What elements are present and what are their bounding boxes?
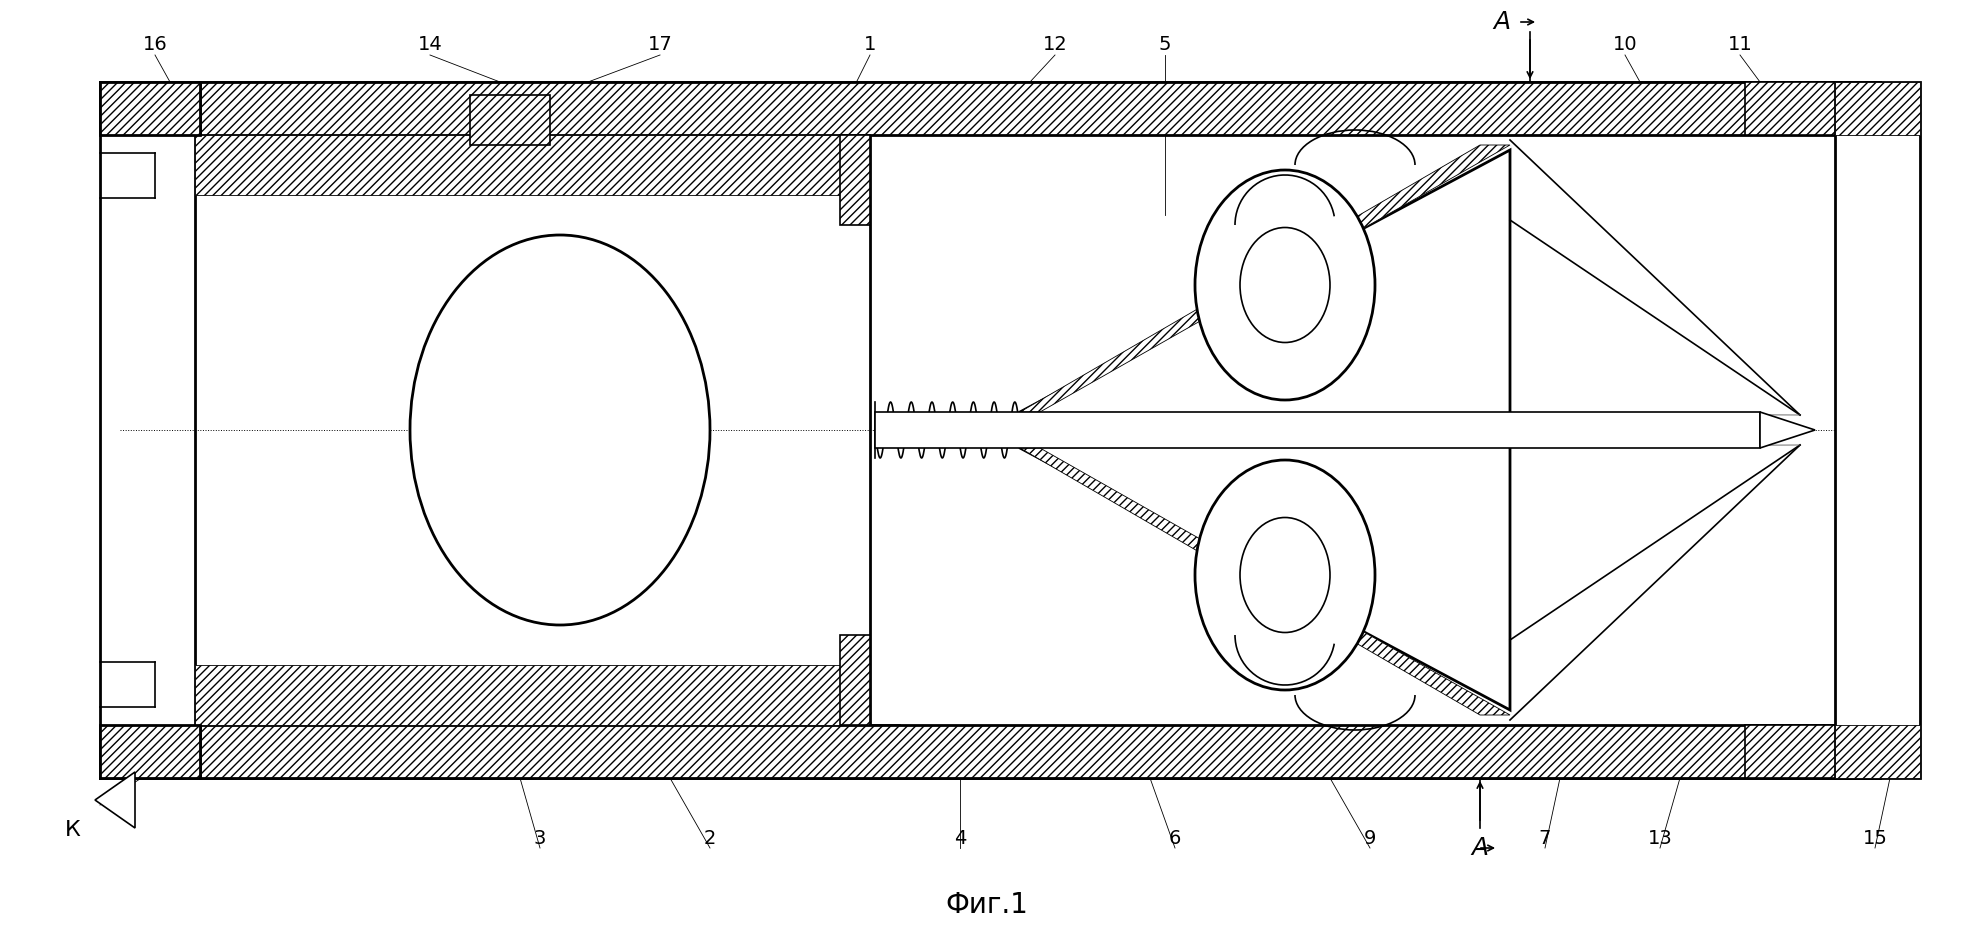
Bar bbox=[1835, 82, 1920, 778]
Polygon shape bbox=[1020, 150, 1509, 710]
Ellipse shape bbox=[1239, 517, 1330, 632]
Text: 11: 11 bbox=[1726, 36, 1752, 54]
Bar bbox=[874, 412, 1760, 448]
Ellipse shape bbox=[410, 235, 710, 625]
Polygon shape bbox=[1020, 448, 1509, 715]
Text: 13: 13 bbox=[1647, 828, 1671, 847]
Text: 3: 3 bbox=[533, 828, 547, 847]
Text: Фиг.1: Фиг.1 bbox=[945, 891, 1028, 919]
Text: 6: 6 bbox=[1168, 828, 1180, 847]
Bar bbox=[101, 725, 199, 778]
Text: 9: 9 bbox=[1363, 828, 1375, 847]
Bar bbox=[195, 135, 870, 195]
Text: 4: 4 bbox=[953, 828, 965, 847]
Bar bbox=[1835, 82, 1920, 135]
Bar bbox=[1835, 725, 1920, 778]
Text: А: А bbox=[1494, 10, 1509, 34]
Bar bbox=[199, 82, 1878, 135]
Text: 10: 10 bbox=[1612, 36, 1636, 54]
Text: 16: 16 bbox=[142, 36, 168, 54]
Bar bbox=[1744, 82, 1878, 135]
Bar bbox=[101, 82, 199, 135]
Polygon shape bbox=[95, 772, 134, 828]
Text: 7: 7 bbox=[1539, 828, 1551, 847]
Text: 12: 12 bbox=[1042, 36, 1067, 54]
Bar bbox=[470, 95, 550, 145]
Bar bbox=[199, 725, 1878, 778]
Ellipse shape bbox=[1194, 170, 1375, 400]
Text: 14: 14 bbox=[418, 36, 442, 54]
Bar bbox=[1744, 725, 1878, 778]
Text: А: А bbox=[1470, 836, 1488, 860]
Text: 15: 15 bbox=[1863, 828, 1886, 847]
Text: 1: 1 bbox=[864, 36, 876, 54]
Text: 17: 17 bbox=[647, 36, 673, 54]
Polygon shape bbox=[1020, 145, 1509, 412]
Bar bbox=[195, 135, 870, 725]
Text: 2: 2 bbox=[704, 828, 716, 847]
Polygon shape bbox=[1760, 412, 1813, 448]
Ellipse shape bbox=[1239, 227, 1330, 342]
Bar bbox=[195, 665, 870, 725]
Text: 5: 5 bbox=[1158, 36, 1170, 54]
Ellipse shape bbox=[1194, 460, 1375, 690]
Bar bbox=[840, 135, 870, 225]
Bar bbox=[840, 635, 870, 725]
Text: К: К bbox=[65, 820, 81, 840]
